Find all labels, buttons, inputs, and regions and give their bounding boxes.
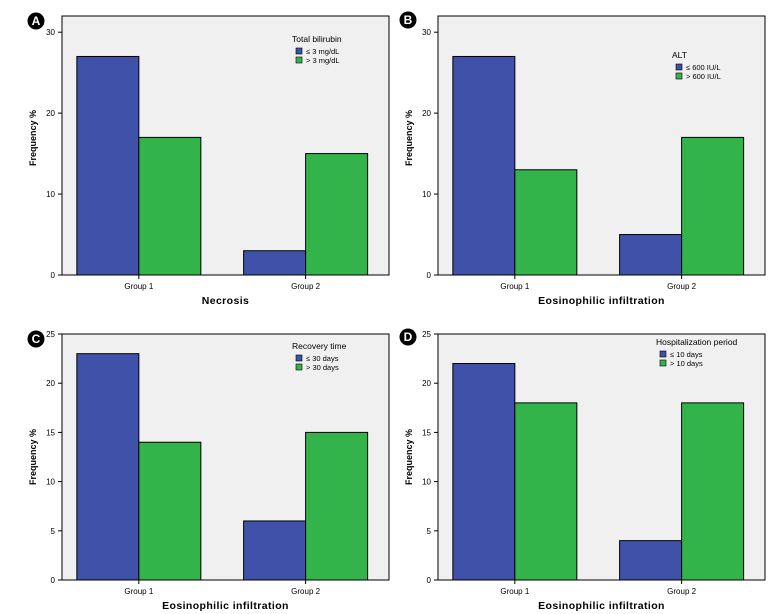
y-tick-label: 30 — [46, 28, 55, 37]
panel-label: A — [32, 14, 41, 28]
y-tick-label: 10 — [46, 478, 55, 487]
y-axis-title: Frequency % — [28, 110, 38, 166]
y-tick-label: 5 — [427, 527, 432, 536]
panel-label: D — [404, 330, 413, 344]
legend-entry-2: > 30 days — [306, 363, 339, 372]
bar-group-2-series-1 — [243, 250, 307, 276]
legend-entry-1: ≤ 10 days — [670, 350, 703, 359]
bar-group-2-series-2 — [681, 136, 745, 276]
bar-group-2-series-1 — [243, 520, 307, 581]
x-tick-label: Group 2 — [667, 587, 696, 596]
legend-entry-2: > 10 days — [670, 359, 703, 368]
legend-entry-1: ≤ 600 IU/L — [686, 63, 721, 72]
bar-group-1-series-2 — [514, 402, 578, 581]
y-tick-label: 0 — [427, 576, 432, 585]
bar-group-1-series-2 — [138, 136, 202, 276]
panel-label-badge — [399, 328, 417, 346]
bar-group-1-series-1 — [452, 55, 516, 276]
bar-group-1-series-2 — [138, 441, 202, 581]
y-tick-label: 5 — [51, 527, 56, 536]
legend-entry-2: > 600 IU/L — [686, 72, 721, 81]
panel-label: C — [32, 332, 41, 346]
panel-label-badge — [27, 12, 45, 30]
y-tick-label: 15 — [46, 428, 55, 437]
bar-group-2-series-1 — [619, 540, 683, 581]
bar-group-2-series-2 — [305, 431, 369, 581]
bar-group-1-series-1 — [76, 55, 140, 276]
y-tick-label: 0 — [51, 271, 56, 280]
x-axis-title: Eosinophilic infiltration — [162, 600, 289, 612]
y-axis-title: Frequency % — [404, 110, 414, 166]
legend-swatch-1 — [295, 354, 303, 362]
legend-swatch-1 — [659, 350, 667, 358]
legend-swatch-2 — [295, 363, 303, 371]
y-tick-label: 30 — [422, 28, 431, 37]
y-tick-label: 20 — [46, 379, 55, 388]
x-tick-label: Group 2 — [667, 282, 696, 291]
y-tick-label: 0 — [51, 576, 56, 585]
x-axis-title: Eosinophilic infiltration — [538, 295, 665, 307]
legend-entry-1: ≤ 3 mg/dL — [306, 47, 339, 56]
y-axis-title: Frequency % — [28, 429, 38, 485]
y-tick-label: 25 — [46, 330, 55, 339]
y-tick-label: 10 — [422, 478, 431, 487]
x-tick-label: Group 2 — [291, 587, 320, 596]
y-tick-label: 10 — [422, 190, 431, 199]
legend-title: Total bilirubin — [292, 34, 342, 44]
bar-group-1-series-1 — [452, 363, 516, 581]
panel-label-badge — [27, 330, 45, 348]
legend-swatch-1 — [295, 47, 303, 55]
legend-title: Hospitalization period — [656, 337, 738, 347]
x-tick-label: Group 1 — [500, 282, 529, 291]
legend-swatch-1 — [675, 63, 683, 71]
y-axis-title: Frequency % — [404, 429, 414, 485]
y-tick-label: 20 — [422, 109, 431, 118]
y-tick-label: 20 — [422, 379, 431, 388]
x-axis-title: Eosinophilic infiltration — [538, 600, 665, 612]
legend-swatch-2 — [675, 72, 683, 80]
x-tick-label: Group 1 — [124, 587, 153, 596]
legend-entry-2: > 3 mg/dL — [306, 56, 340, 65]
x-tick-label: Group 2 — [291, 282, 320, 291]
y-tick-label: 15 — [422, 428, 431, 437]
legend-swatch-2 — [295, 56, 303, 64]
y-tick-label: 20 — [46, 109, 55, 118]
panel-label-badge — [399, 11, 417, 29]
legend-title: ALT — [672, 50, 687, 60]
y-tick-label: 25 — [422, 330, 431, 339]
bar-group-2-series-2 — [681, 402, 745, 581]
bar-group-2-series-2 — [305, 153, 369, 276]
legend-swatch-2 — [659, 359, 667, 367]
panel-label: B — [404, 13, 413, 27]
bar-group-1-series-2 — [514, 169, 578, 276]
x-tick-label: Group 1 — [500, 587, 529, 596]
legend-entry-1: ≤ 30 days — [306, 354, 339, 363]
bar-group-1-series-1 — [76, 353, 140, 581]
x-axis-title: Necrosis — [202, 295, 250, 307]
legend-title: Recovery time — [292, 341, 347, 351]
bar-group-2-series-1 — [619, 234, 683, 276]
y-tick-label: 10 — [46, 190, 55, 199]
y-tick-label: 0 — [427, 271, 432, 280]
x-tick-label: Group 1 — [124, 282, 153, 291]
